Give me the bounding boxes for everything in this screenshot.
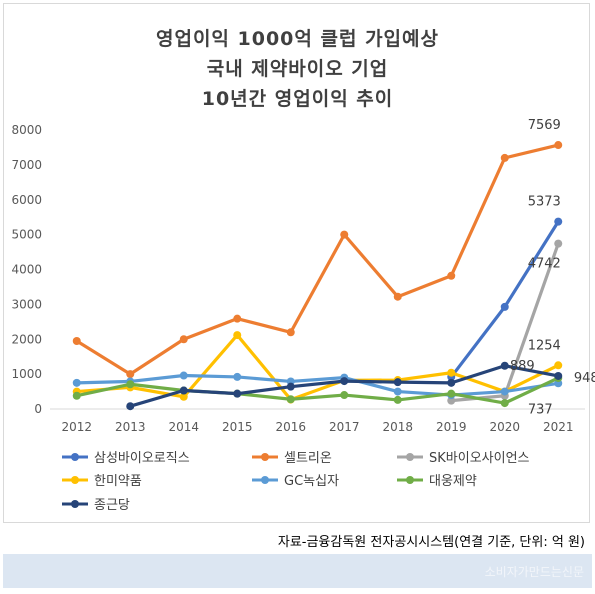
chart-title-line-1: 영업이익 1000억 클럽 가입예상	[155, 28, 439, 50]
x-tick-label: 2013	[115, 420, 146, 434]
data-label: 5373	[528, 195, 561, 210]
data-point	[72, 378, 81, 387]
y-tick-label: 2000	[11, 332, 42, 346]
legend-swatch-marker	[261, 476, 269, 484]
chart-frame	[3, 3, 590, 523]
data-point	[233, 389, 242, 398]
data-point	[286, 328, 295, 337]
data-label: 737	[528, 402, 553, 417]
data-point	[554, 217, 563, 226]
legend-swatch-marker	[406, 476, 414, 484]
y-tick-label: 3000	[11, 297, 42, 311]
y-tick-label: 1000	[11, 367, 42, 381]
data-label: 4742	[528, 257, 561, 272]
data-label: 889	[510, 359, 535, 374]
data-point	[554, 239, 563, 248]
line-chart: 0 1000 2000 3000 4000 5000 6000 7000 8000 2012 201…	[11, 118, 595, 513]
x-tick-label: 2020	[489, 420, 520, 434]
series-line	[75, 373, 560, 397]
y-tick-label: 6000	[11, 193, 42, 207]
data-point	[126, 380, 135, 389]
data-point	[500, 399, 509, 408]
x-tick-label: 2019	[436, 420, 467, 434]
legend-label: 셀트리온	[284, 451, 332, 466]
data-point	[447, 271, 456, 280]
data-point	[126, 370, 135, 379]
legend-swatch-marker	[71, 453, 79, 461]
data-point	[500, 302, 509, 311]
data-point	[393, 292, 402, 301]
series-line	[449, 220, 560, 379]
y-tick-label: 4000	[11, 263, 42, 277]
data-point	[447, 396, 456, 405]
data-point	[286, 382, 295, 391]
data-point	[500, 153, 509, 162]
data-point	[554, 361, 563, 370]
y-tick-label: 7000	[11, 158, 42, 172]
series-line	[75, 143, 560, 376]
chart-title-line-2: 국내 제약바이오 기업	[206, 58, 389, 80]
legend-label: 대웅제약	[429, 474, 477, 489]
chart-title-line-3: 10년간 영업이익 추이	[201, 88, 394, 110]
y-tick-label: 8000	[11, 123, 42, 137]
data-point	[179, 386, 188, 395]
legend-label: 종근당	[94, 498, 130, 513]
data-point	[233, 331, 242, 340]
data-point	[393, 378, 402, 387]
data-point	[233, 314, 242, 323]
data-label: 1254	[528, 338, 561, 353]
legend-label: GC녹십자	[284, 474, 339, 489]
series-line	[75, 333, 560, 402]
watermark: 소비자가만드는신문	[484, 565, 584, 579]
data-point	[554, 141, 563, 150]
legend-swatch-marker	[71, 500, 79, 508]
x-tick-label: 2012	[61, 420, 92, 434]
data-point	[179, 371, 188, 380]
data-point	[340, 391, 349, 400]
data-point	[286, 395, 295, 404]
source-note: 자료-금융감독원 전자공시시스템(연결 기준, 단위: 억 원)	[277, 535, 585, 550]
data-point	[500, 387, 509, 396]
y-tick-label: 5000	[11, 228, 42, 242]
data-point	[447, 389, 456, 398]
series-line	[75, 376, 560, 405]
x-tick-label: 2016	[275, 420, 306, 434]
data-point	[393, 395, 402, 404]
data-point	[72, 391, 81, 400]
x-tick-label: 2018	[382, 420, 413, 434]
data-point	[340, 377, 349, 386]
x-tick-label: 2014	[168, 420, 199, 434]
data-point	[72, 336, 81, 345]
data-point	[554, 371, 563, 380]
legend-label: 한미약품	[94, 474, 142, 489]
x-tick-label: 2017	[329, 420, 360, 434]
data-point	[340, 230, 349, 239]
data-point	[126, 402, 135, 411]
data-label: 7569	[528, 118, 561, 133]
data-point	[179, 392, 188, 401]
data-point	[179, 335, 188, 344]
footer-bar: 소비자가만드는신문	[3, 554, 592, 588]
data-point	[447, 368, 456, 377]
x-tick-label: 2021	[543, 420, 574, 434]
y-tick-label: 0	[34, 402, 42, 416]
legend-label: SK바이오사이언스	[429, 451, 530, 466]
legend-label: 삼성바이오로직스	[94, 451, 190, 466]
legend-swatch-marker	[406, 453, 414, 461]
data-point	[393, 387, 402, 396]
data-point	[447, 378, 456, 387]
legend-swatch-marker	[261, 453, 269, 461]
data-label: 948	[574, 371, 595, 386]
x-tick-label: 2015	[222, 420, 253, 434]
data-point	[233, 372, 242, 381]
legend-swatch-marker	[71, 476, 79, 484]
data-point	[500, 361, 509, 370]
